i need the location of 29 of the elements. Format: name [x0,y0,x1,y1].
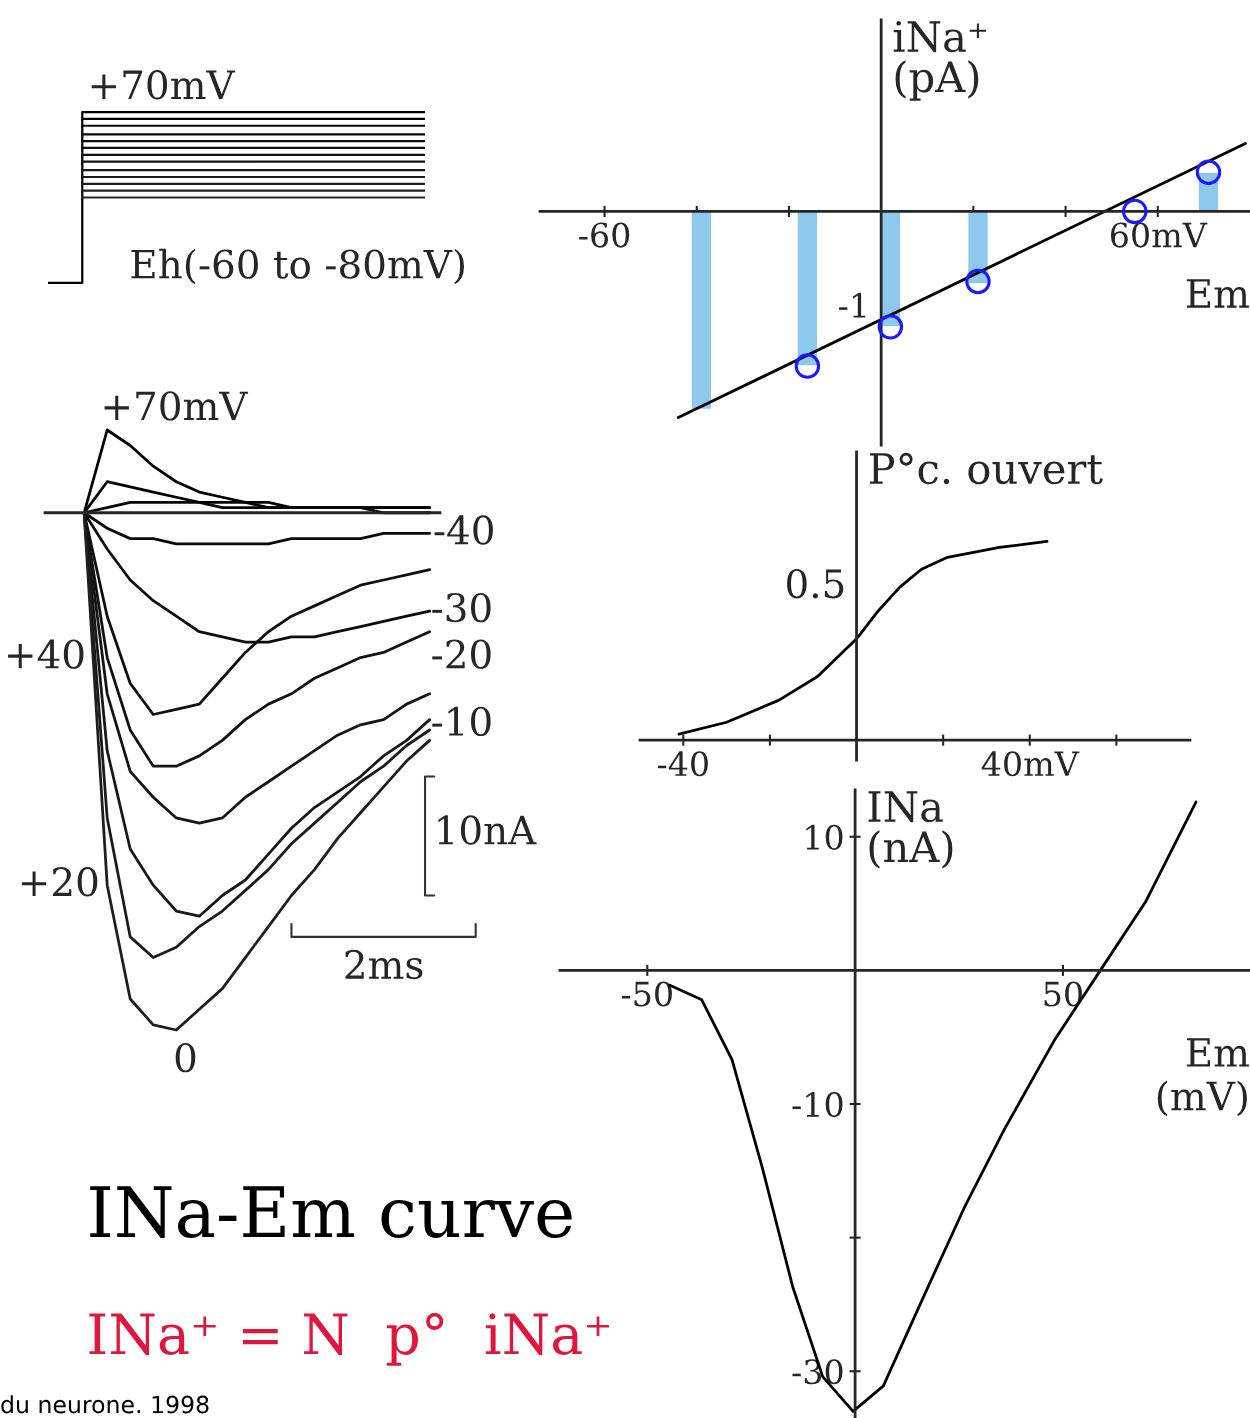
x-tick-label: 50 [1044,981,1082,1007]
y-axis-title: P°c. ouvert [869,452,1103,485]
text: 0 [175,1042,196,1073]
y-axis-title: INa (nA) [868,791,953,869]
annotation: -10 [432,706,491,737]
y-axis-title: iNa⁺ (pA) [893,21,987,101]
x-tick-label: -50 [621,981,672,1007]
annotation: 0.5 [787,568,844,599]
x-axis-title: Em [1186,279,1249,308]
x-tick-label: -60 [579,222,630,248]
annotation: Eh(-60 to -80mV) [131,248,464,285]
annotation: +40 [8,639,84,669]
text: +70mV [104,391,249,421]
y-tick-label: 10 [806,824,843,850]
annotation: +20 [21,867,98,897]
annotation: -1 [839,292,866,318]
x-axis-title: Em (mV) [1157,1038,1249,1117]
annotation: 2ms [345,949,423,980]
x-tick-label: 60mV [1110,222,1208,248]
y-tick-label: -10 [792,1091,843,1118]
annotation: 10nA [438,815,537,845]
annotation: INa⁺ = N p° iNa⁺ [89,1312,609,1366]
annotation: -30 [432,592,491,623]
annotation: -20 [432,639,491,669]
text: +70mV [91,70,236,100]
annotation: INa-Em curve [90,1186,572,1238]
text: du neurone. 1998 [1,1395,209,1414]
x-tick-label: 40mV [981,751,1080,777]
annotation: -40 [434,515,493,545]
